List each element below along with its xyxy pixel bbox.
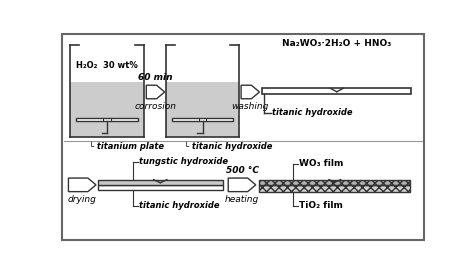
Bar (70, 82, 144, 137)
Bar (263, 88, 411, 94)
Text: Na₂WO₃·2H₂O + HNO₃: Na₂WO₃·2H₂O + HNO₃ (282, 39, 391, 48)
Text: └ titanic hydroxide: └ titanic hydroxide (184, 142, 273, 151)
Text: heating: heating (225, 195, 259, 204)
Bar (166, 82, 239, 137)
Bar (259, 180, 410, 185)
Text: washing: washing (232, 102, 269, 111)
Text: corrosion: corrosion (135, 102, 176, 111)
Text: H₂O₂  30 wt%: H₂O₂ 30 wt% (76, 61, 138, 70)
Bar (172, 118, 233, 121)
Text: tungstic hydroxide: tungstic hydroxide (139, 157, 228, 166)
Text: titanic hydroxide: titanic hydroxide (139, 201, 220, 210)
Bar (98, 185, 223, 190)
Text: TiO₂ film: TiO₂ film (299, 201, 343, 210)
FancyArrow shape (228, 178, 256, 192)
Text: 500 °C: 500 °C (226, 166, 258, 175)
Text: WO₃ film: WO₃ film (299, 159, 344, 169)
Bar (259, 185, 410, 192)
Bar (98, 180, 223, 185)
Bar (76, 118, 138, 121)
Text: └ titanium plate: └ titanium plate (89, 142, 164, 151)
FancyArrow shape (68, 178, 96, 192)
Text: titanic hydroxide: titanic hydroxide (272, 108, 353, 117)
FancyArrow shape (146, 85, 164, 99)
Text: drying: drying (68, 195, 97, 204)
Text: 60 min: 60 min (138, 73, 173, 82)
FancyArrow shape (241, 85, 259, 99)
